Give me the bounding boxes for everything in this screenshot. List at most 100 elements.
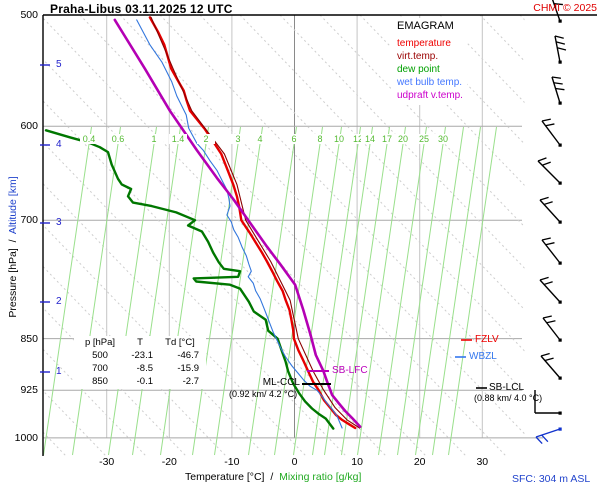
- table-header: T: [137, 337, 143, 348]
- table-cell-temp: -8.5: [136, 363, 153, 374]
- mixing-ratio-line: [214, 126, 263, 456]
- legend-item: wet bulb temp.: [397, 77, 463, 88]
- curve-wet-bulb-temp-: [136, 19, 343, 429]
- wind-barb-feather: [544, 357, 554, 362]
- mixing-ratio-line: [324, 126, 373, 456]
- mixing-ratio-label: 12: [349, 134, 367, 144]
- pressure-tick-label: 850: [20, 332, 38, 345]
- curve-udpraft-v-temp-: [113, 18, 362, 429]
- table-cell-temp: -23.1: [131, 350, 153, 361]
- mixing-ratio-line: [378, 126, 427, 456]
- legend-title: EMAGRAM: [397, 20, 454, 32]
- legend: EMAGRAM temperature virt.temp. dew point we…: [391, 18, 467, 105]
- wind-barb-feather: [539, 276, 549, 281]
- pressure-axis-label: Pressure [hPa]: [7, 248, 19, 318]
- mixing-ratio-label: 0.4: [80, 134, 98, 144]
- altitude-tick-label: 1: [56, 366, 62, 377]
- wind-barb-staff: [551, 0, 561, 22]
- pressure-tick-label: 700: [20, 214, 38, 227]
- wind-barb-staff: [539, 199, 561, 223]
- table-cell-dewpoint: -15.9: [177, 363, 199, 374]
- altitude-tick-label: 3: [56, 217, 62, 228]
- wind-barb-feather: [543, 201, 553, 206]
- mixing-axis-label: Mixing ratio [g/kg]: [279, 471, 362, 483]
- mixing-ratio-line: [397, 126, 446, 456]
- mixing-ratio-line: [160, 126, 209, 456]
- temperature-tick-label: -10: [224, 456, 240, 468]
- wind-barb-feather: [542, 315, 552, 319]
- dry-adiabat-line: [199, 15, 525, 352]
- mixing-ratio-line: [448, 126, 497, 456]
- mixing-ratio-line: [415, 126, 464, 456]
- copyright-label: CHMI © 2025: [533, 2, 597, 14]
- table-header: p [hPa]: [84, 337, 116, 348]
- mixing-ratio-label: 30: [434, 134, 452, 144]
- wind-barb-feather: [545, 123, 555, 127]
- wind-barb: [558, 261, 562, 265]
- temperature-tick-label: 0: [291, 456, 298, 468]
- fzlv-marker-label: FZLV: [475, 334, 499, 345]
- dry-adiabat-line: [43, 100, 387, 456]
- table-cell-temp: -0.1: [136, 376, 153, 387]
- wind-barb-feather: [539, 196, 549, 201]
- ml-ccl-marker-label: ML-CCL: [262, 377, 300, 388]
- legend-item: temperature: [397, 38, 451, 49]
- wbzl-marker-label: WBZL: [469, 351, 497, 362]
- dry-adiabat-line: [43, 142, 347, 456]
- table-cell-pressure: 850: [92, 376, 108, 387]
- curve-virt-temp-: [150, 16, 361, 429]
- pressure-tick-label: 1000: [14, 431, 38, 444]
- wind-barb-staff: [540, 355, 561, 379]
- mixing-ratio-label: 1: [145, 134, 163, 144]
- wind-barb: [558, 19, 562, 23]
- wind-barb-feather: [555, 87, 565, 91]
- wind-barb-feather: [541, 118, 551, 122]
- dry-adiabat-line: [43, 17, 467, 456]
- pressure-tick-label: 500: [20, 9, 38, 21]
- mixing-ratio-label: 4: [251, 134, 269, 144]
- pressure-axis-title: Pressure [hPa] / Altitude [km]: [7, 132, 21, 362]
- x-axis-title: Temperature [°C] / Mixing ratio [g/kg]: [185, 471, 361, 483]
- mixing-ratio-label: 3: [229, 134, 247, 144]
- mixing-ratio-line: [248, 126, 297, 456]
- wind-barb-feather: [541, 434, 549, 443]
- altitude-tick-label: 4: [56, 139, 62, 150]
- mixing-ratio-label: 10: [330, 134, 348, 144]
- wind-barb: [558, 101, 562, 105]
- mixing-ratio-label: 17: [378, 134, 396, 144]
- wind-barb-feather: [551, 76, 562, 79]
- wind-barb: [558, 427, 562, 431]
- dry-adiabat-line: [239, 15, 525, 311]
- mixing-ratio-line: [132, 126, 181, 456]
- mixing-ratio-line: [293, 126, 342, 456]
- table-header: Td [°C]: [165, 337, 195, 348]
- wind-barb-staff: [539, 279, 561, 303]
- sb-lfc-marker-label: SB-LFC: [332, 365, 368, 376]
- dry-adiabat-line: [79, 15, 507, 456]
- wind-barb-staff: [551, 76, 561, 104]
- pressure-tick-label: 925: [20, 384, 38, 397]
- wind-barb-staff: [541, 239, 561, 264]
- mixing-ratio-label: 8: [311, 134, 329, 144]
- pressure-tick-label: 600: [20, 120, 38, 133]
- wind-barb: [558, 338, 562, 342]
- temperature-tick-label: -20: [161, 456, 177, 468]
- mixing-ratio-line: [312, 126, 361, 456]
- curve-dew-point: [44, 129, 335, 430]
- altitude-tick-label: 5: [56, 59, 62, 70]
- axis-separator: /: [7, 239, 19, 243]
- temperature-tick-label: 10: [351, 456, 363, 468]
- curve-temperature: [148, 16, 357, 430]
- mixing-ratio-line: [432, 126, 481, 456]
- wind-barb-feather: [535, 436, 543, 444]
- temperature-tick-label: 20: [413, 456, 426, 468]
- dry-adiabat-line: [119, 15, 525, 435]
- wind-barb-feather: [557, 47, 567, 51]
- mixing-ratio-label: 6: [285, 134, 303, 144]
- mixing-ratio-label: 1.4: [169, 134, 187, 144]
- wind-barb: [558, 220, 562, 224]
- mixing-ratio-line: [357, 126, 406, 456]
- levels-table: p [hPa] T Td [°C] 500 -23.1 -46.7 700 -8.5 -15.9…: [74, 336, 206, 389]
- wind-barb-staff: [537, 160, 561, 184]
- wind-barb-staff: [542, 317, 561, 341]
